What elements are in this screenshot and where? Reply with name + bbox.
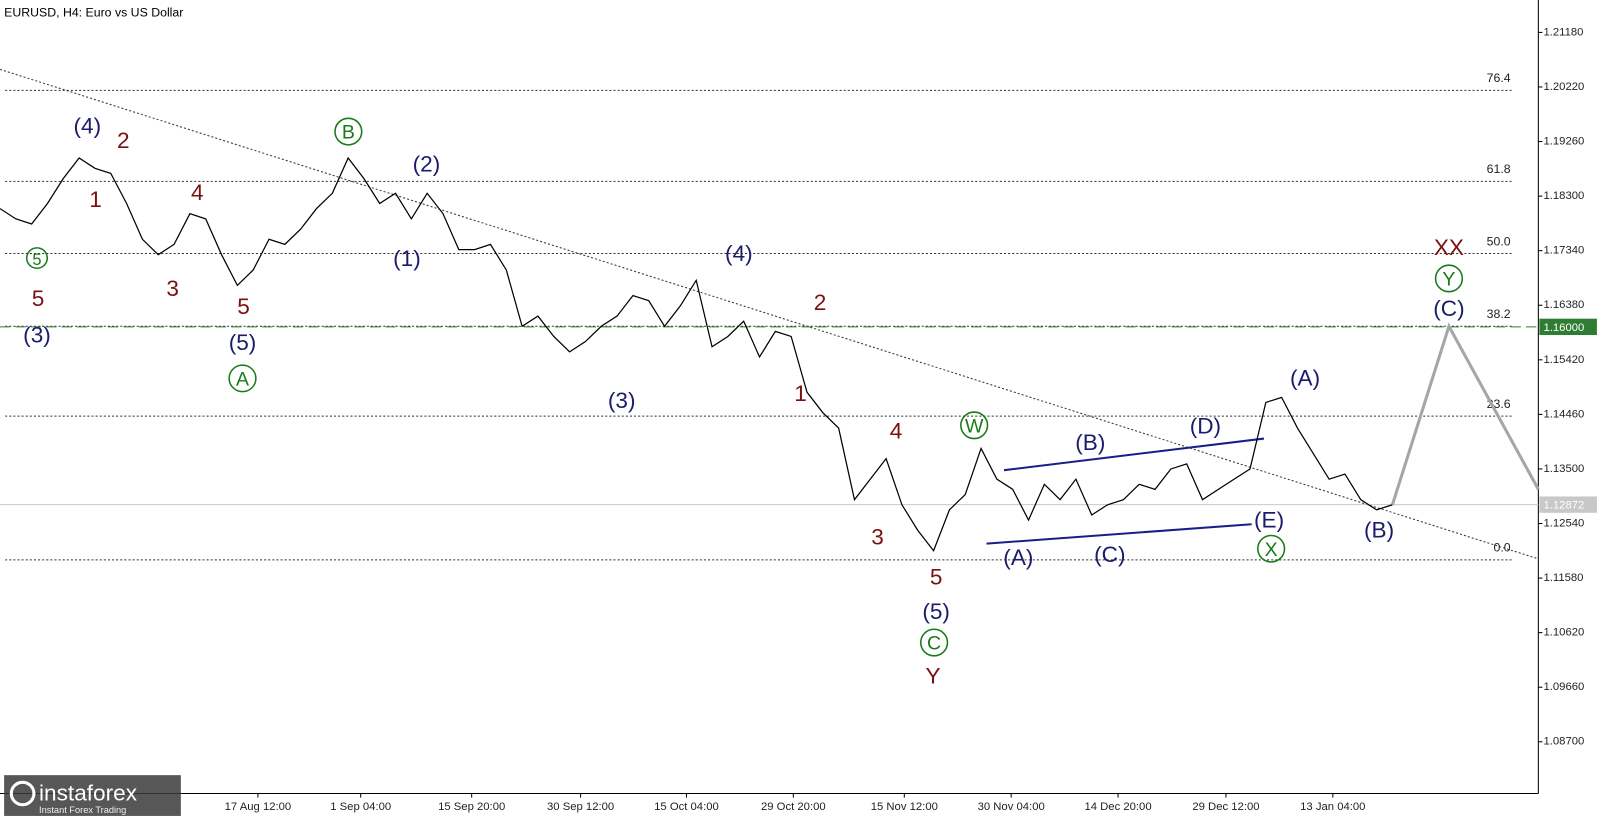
wave-label: (5) [922, 599, 950, 624]
y-tick-label: 1.20220 [1543, 81, 1584, 93]
y-tick-label: 1.09660 [1543, 681, 1584, 693]
wave-label: W [965, 416, 984, 438]
level-label: 1.16000 [1543, 322, 1584, 334]
y-tick-label: 1.16380 [1543, 299, 1584, 311]
y-tick-label: 1.11580 [1543, 572, 1583, 584]
y-tick-label: 1.19260 [1543, 136, 1584, 148]
wave-label: (4) [725, 241, 753, 266]
logo: instaforex Instant Forex Trading [4, 775, 181, 816]
y-tick-label: 1.17340 [1543, 245, 1584, 257]
wave-label: (C) [1433, 296, 1464, 321]
wave-label: 2 [814, 290, 827, 315]
wave-label: 3 [166, 276, 179, 301]
x-tick-label: 29 Dec 12:00 [1192, 801, 1259, 813]
wave-label: (3) [608, 388, 636, 413]
wave-label: XX [1434, 235, 1464, 260]
wave-label: Y [926, 663, 941, 688]
wave-label: 5 [930, 564, 943, 589]
fib-level-label: 0.0 [1493, 541, 1510, 555]
forecast-line [1390, 322, 1540, 506]
logo-name: instaforex [39, 781, 138, 806]
wave-label: (A) [1290, 366, 1320, 391]
wave-label: 5 [32, 286, 45, 311]
x-tick-label: 15 Oct 04:00 [654, 801, 719, 813]
wave-label: X [1265, 539, 1278, 561]
wave-label: 5 [237, 294, 250, 319]
x-tick-label: 15 Nov 12:00 [871, 801, 938, 813]
fib-level-label: 61.8 [1487, 162, 1511, 176]
wave-label: 2 [117, 128, 130, 153]
wave-label: Y [1442, 269, 1455, 291]
wave-label: B [342, 122, 355, 144]
x-tick-label: 30 Sep 12:00 [547, 801, 614, 813]
wave-label: 1 [794, 381, 807, 406]
chart-title: EURUSD, H4: Euro vs US Dollar [4, 5, 183, 19]
wave-label: (B) [1075, 430, 1105, 455]
wave-label: (4) [74, 114, 102, 139]
x-tick-label: 29 Oct 20:00 [761, 801, 826, 813]
wave-label: (E) [1254, 507, 1284, 532]
x-tick-label: 14 Dec 20:00 [1084, 801, 1151, 813]
wave-label: (D) [1190, 414, 1221, 439]
logo-tagline: Instant Forex Trading [39, 805, 126, 815]
last-price-label: 1.12872 [1543, 500, 1584, 512]
wave-circle [919, 628, 949, 657]
wave-circle [1434, 264, 1464, 293]
wave-label: (A) [1003, 545, 1033, 570]
wave-circle [1257, 534, 1286, 563]
x-tick-label: 15 Sep 20:00 [438, 801, 505, 813]
wave-circle [25, 247, 49, 270]
x-tick-label: 17 Aug 12:00 [225, 801, 292, 813]
x-tick-label: 1 Sep 04:00 [330, 801, 391, 813]
level-badge [1539, 318, 1597, 335]
wave-label: (2) [413, 151, 441, 176]
wave-label: (1) [393, 246, 421, 271]
wave-label: A [236, 369, 249, 391]
x-tick-label: 13 Jan 04:00 [1300, 801, 1365, 813]
wave-label: 4 [890, 419, 903, 444]
fib-level-label: 38.2 [1487, 307, 1511, 321]
y-tick-label: 1.10620 [1543, 627, 1584, 639]
y-tick-label: 1.21180 [1543, 26, 1583, 38]
logo-icon [9, 780, 36, 807]
wave-circle [228, 364, 257, 393]
y-tick-label: 1.15420 [1543, 354, 1584, 366]
wave-label: (C) [1094, 542, 1125, 567]
x-tick-label: 30 Nov 04:00 [978, 801, 1045, 813]
fib-level-label: 76.4 [1487, 71, 1511, 85]
wave-label: (B) [1364, 518, 1394, 543]
wave-label: 3 [871, 525, 884, 550]
price-line [0, 156, 1393, 552]
wave-label: 1 [89, 187, 102, 212]
wave-label: C [927, 633, 941, 655]
wave-label: 4 [191, 180, 204, 205]
y-tick-label: 1.18300 [1543, 190, 1584, 202]
triangle-upper [1003, 437, 1265, 472]
last-price-badge [1539, 496, 1597, 513]
wave-label: 5 [32, 251, 41, 269]
triangle-lower [986, 523, 1252, 545]
wave-label: (5) [229, 330, 257, 355]
wave-circle [960, 411, 989, 440]
fib-level-label: 50.0 [1487, 234, 1511, 248]
wave-circle [334, 117, 363, 146]
wave-label: (3) [23, 323, 51, 348]
y-tick-label: 1.08700 [1543, 736, 1584, 748]
y-tick-label: 1.13500 [1543, 463, 1584, 475]
y-tick-label: 1.12540 [1543, 517, 1584, 529]
y-tick-label: 1.14460 [1543, 408, 1584, 420]
